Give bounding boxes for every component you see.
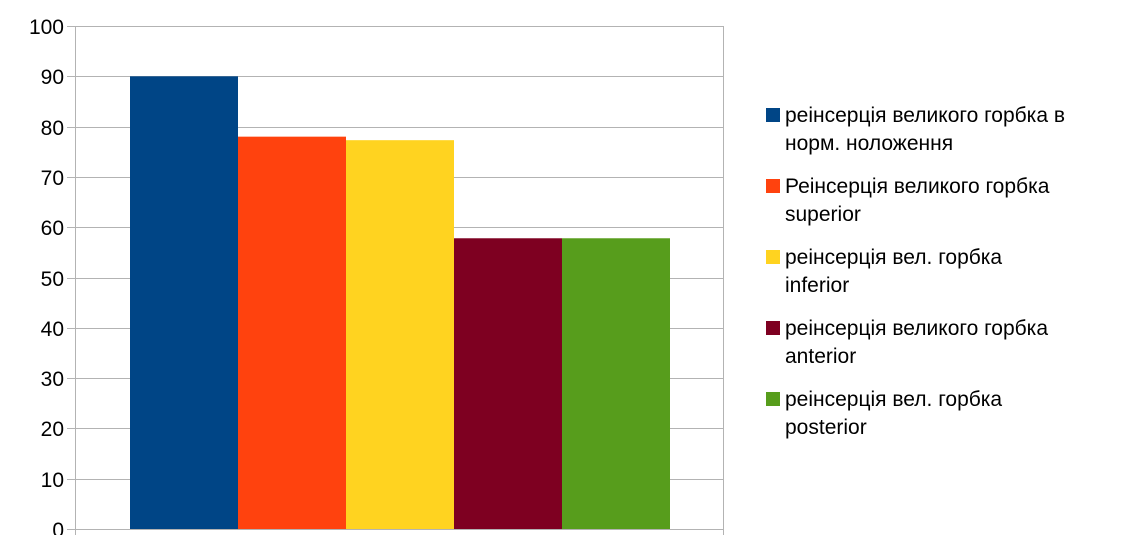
y-tick-label: 0 <box>52 519 64 535</box>
legend-label-5: реінсерція вел. горбка <box>785 388 1002 411</box>
y-tick-label: 100 <box>29 16 64 39</box>
bar-series-5 <box>562 238 670 530</box>
y-tick-label: 90 <box>41 66 64 89</box>
legend-swatch-5 <box>766 392 780 406</box>
y-tick-label: 70 <box>41 167 64 190</box>
legend-swatch-2 <box>766 179 780 193</box>
legend-label-1: реінсерція великого горбка в <box>785 104 1065 127</box>
legend-label-5: posterior <box>785 416 867 439</box>
legend-label-2: superior <box>785 203 861 226</box>
y-tick-label: 80 <box>41 117 64 140</box>
legend-swatch-3 <box>766 250 780 264</box>
y-tick-label: 50 <box>41 268 64 291</box>
bars <box>130 76 670 530</box>
bar-series-4 <box>454 238 562 530</box>
y-tick-label: 10 <box>41 469 64 492</box>
y-tick-label: 20 <box>41 418 64 441</box>
legend-swatch-1 <box>766 108 780 122</box>
legend-swatch-4 <box>766 321 780 335</box>
y-tick-label: 40 <box>41 318 64 341</box>
y-tick-label: 30 <box>41 368 64 391</box>
legend-label-3: inferior <box>785 274 849 297</box>
legend-label-4: anterior <box>785 345 856 368</box>
legend-label-3: реінсерція вел. горбка <box>785 246 1002 269</box>
legend-label-2: Реінсерція великого горбка <box>785 175 1050 198</box>
y-tick-label: 60 <box>41 217 64 240</box>
legend: реінсерція великого горбка в норм. ноложе… <box>766 104 1065 439</box>
bar-series-1 <box>130 76 238 530</box>
y-axis: 0 10 20 30 40 50 60 70 80 90 100 <box>29 16 724 535</box>
bar-series-3 <box>346 140 454 529</box>
bar-series-2 <box>238 136 346 529</box>
legend-label-1: норм. ноложення <box>785 132 953 155</box>
legend-label-4: реінсерція великого горбка <box>785 317 1048 340</box>
